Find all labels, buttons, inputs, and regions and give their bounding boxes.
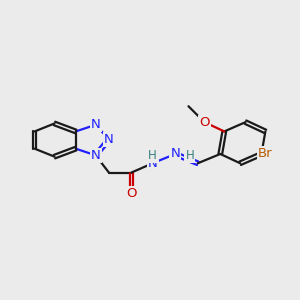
Text: Br: Br: [258, 148, 273, 160]
Text: H: H: [148, 149, 157, 162]
Text: N: N: [170, 148, 180, 160]
Text: H: H: [185, 149, 194, 162]
Text: O: O: [126, 187, 137, 200]
Text: N: N: [148, 157, 158, 170]
Text: N: N: [104, 133, 114, 146]
Text: N: N: [91, 118, 100, 131]
Text: N: N: [91, 149, 100, 162]
Text: O: O: [199, 116, 210, 129]
